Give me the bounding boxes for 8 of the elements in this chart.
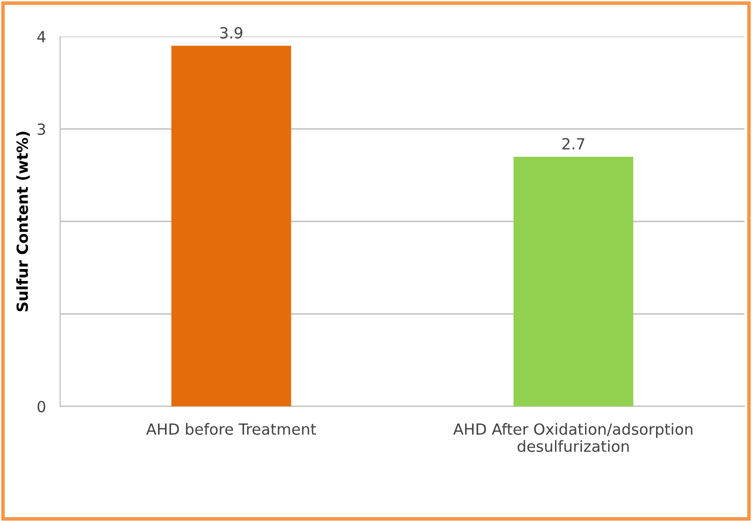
y-tick-label: 0 xyxy=(38,400,46,412)
x-tick-label: AHD before Treatment xyxy=(146,423,316,435)
y-axis-title: Sulfur Content (wt%) xyxy=(16,132,30,312)
data-label: 2.7 xyxy=(562,138,584,150)
y-tick-label: 4 xyxy=(37,31,46,42)
y-tick-label: 3 xyxy=(38,123,46,135)
x-tick-label: AHD After Oxidation/adsorption desulfurization xyxy=(453,423,692,452)
data-label: 3.9 xyxy=(220,27,242,39)
